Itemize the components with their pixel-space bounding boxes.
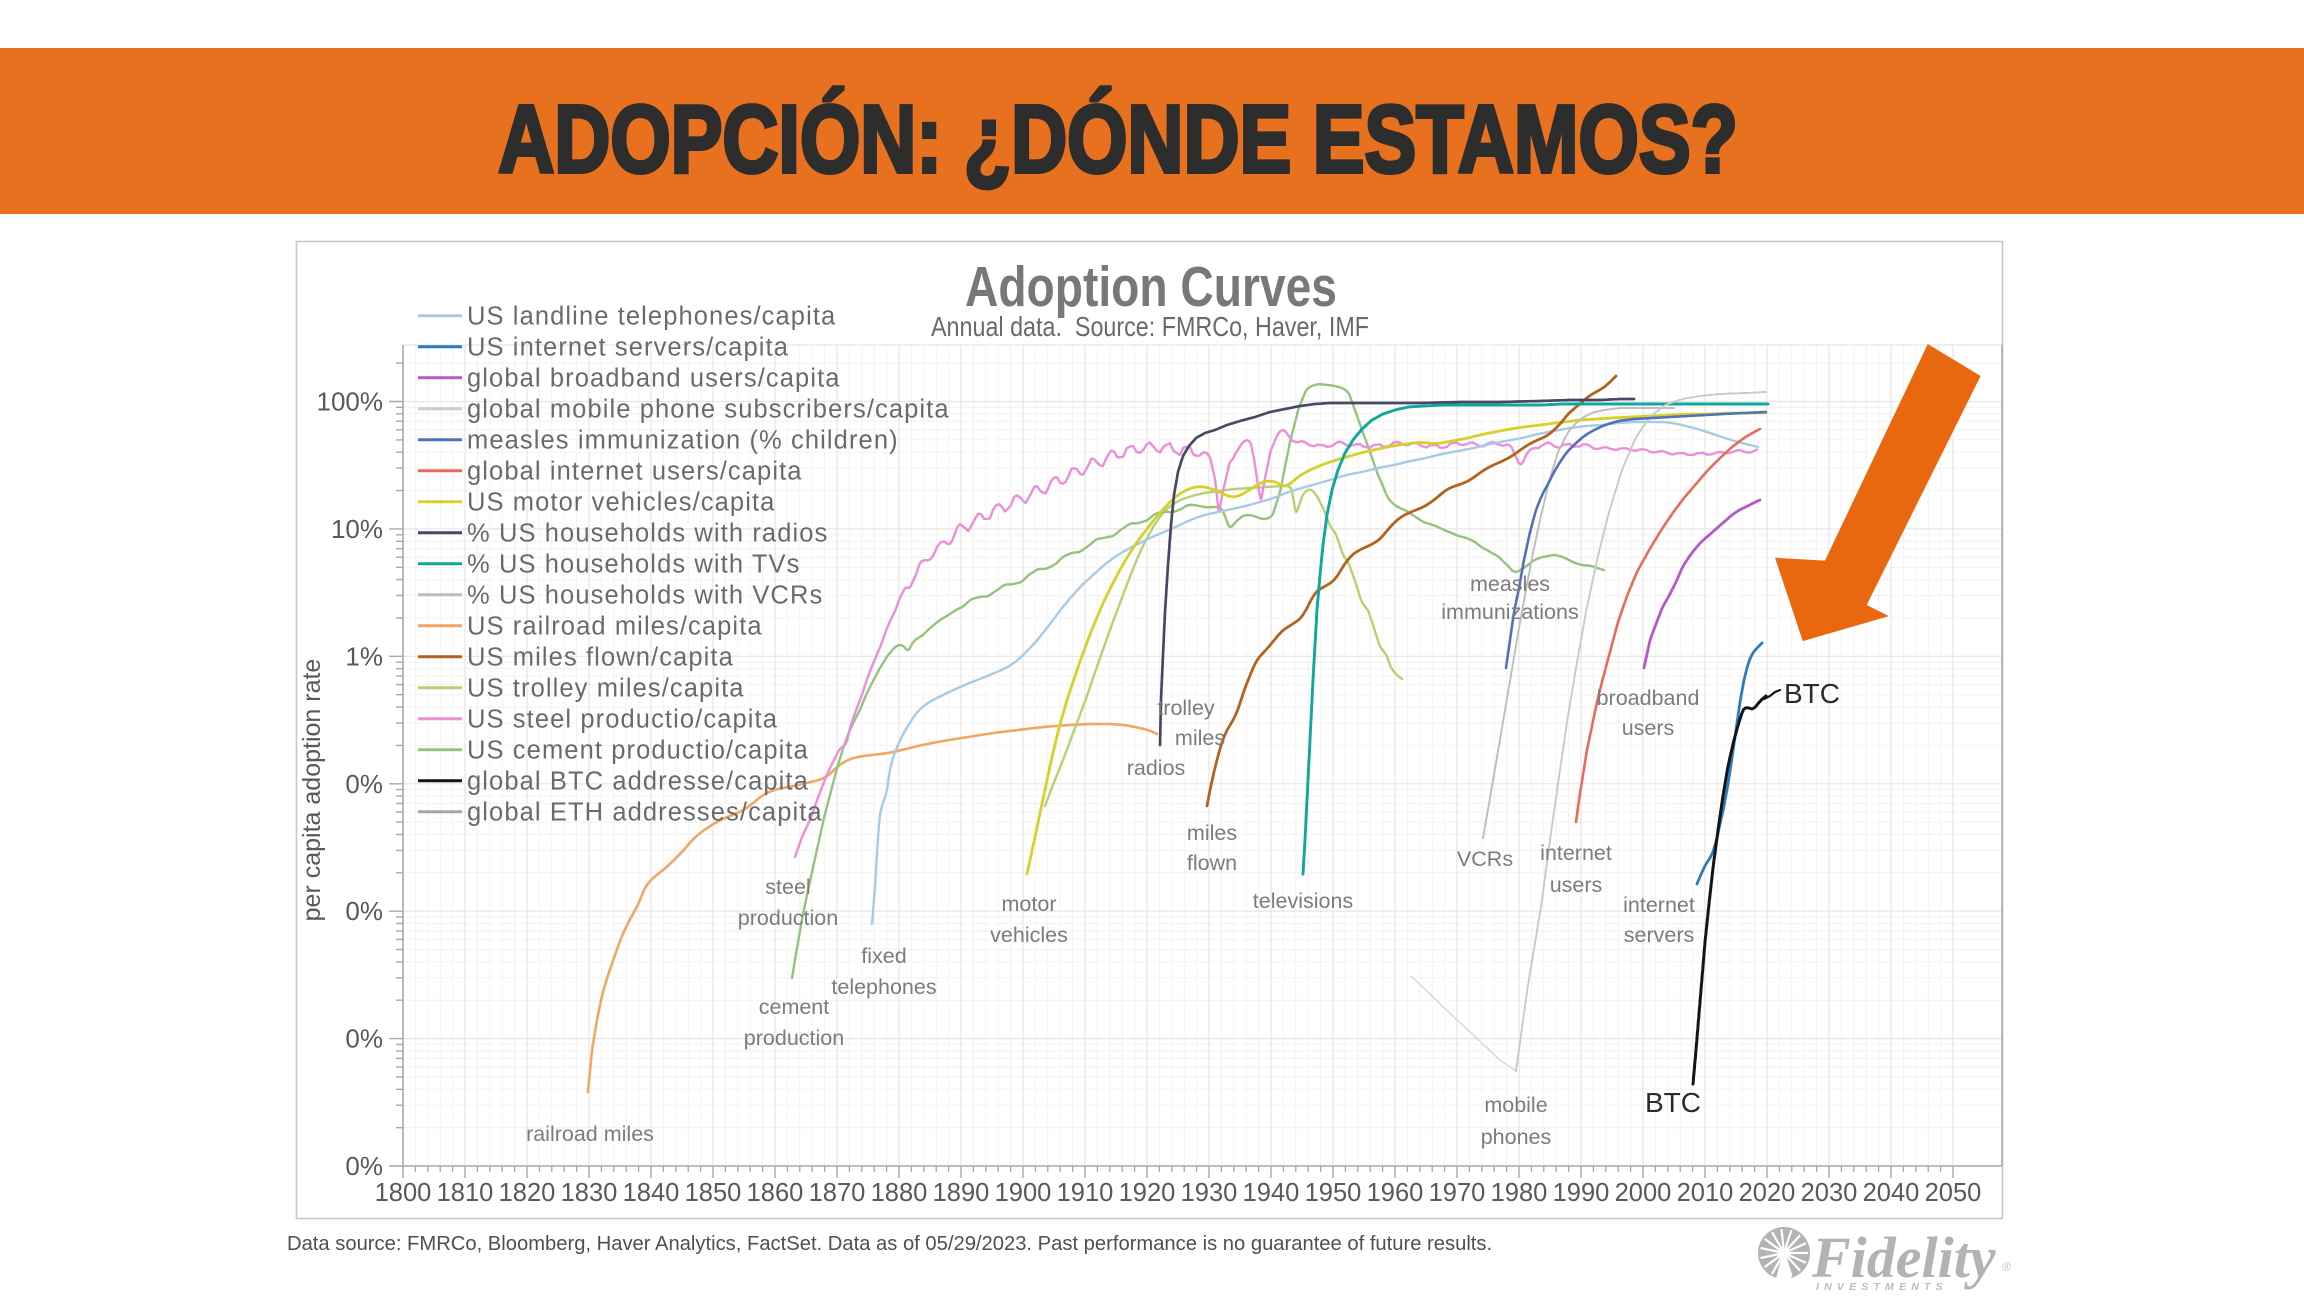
svg-text:% US households with radios: % US households with radios [467,520,828,548]
svg-text:US steel productio/capita: US steel productio/capita [467,706,778,734]
svg-text:US miles flown/capita: US miles flown/capita [467,644,734,672]
svg-text:2050: 2050 [1925,1179,1982,1207]
svg-text:internet: internet [1540,841,1612,865]
svg-text:production: production [744,1026,844,1050]
svg-text:®: ® [2002,1260,2011,1274]
svg-text:1860: 1860 [747,1179,804,1207]
svg-text:0%: 0% [345,1151,383,1181]
svg-text:cement: cement [759,995,830,1019]
svg-text:mobile: mobile [1484,1093,1547,1117]
svg-text:telephones: telephones [831,975,936,999]
svg-text:1840: 1840 [623,1179,680,1207]
svg-text:2000: 2000 [1615,1179,1672,1207]
svg-text:INVESTMENTS: INVESTMENTS [1816,1281,1948,1293]
svg-text:1960: 1960 [1367,1179,1424,1207]
svg-text:radios: radios [1127,756,1186,780]
svg-text:1820: 1820 [499,1179,556,1207]
svg-text:flown: flown [1187,851,1237,875]
svg-text:1890: 1890 [933,1179,990,1207]
svg-text:BTC: BTC [1645,1087,1701,1118]
svg-text:immunizations: immunizations [1441,600,1578,624]
svg-text:1%: 1% [345,641,383,671]
svg-text:televisions: televisions [1253,889,1353,913]
svg-text:phones: phones [1481,1125,1552,1149]
svg-text:users: users [1550,873,1603,897]
svg-text:2010: 2010 [1677,1179,1734,1207]
svg-text:broadband: broadband [1597,686,1700,710]
svg-text:production: production [738,906,838,930]
svg-text:0%: 0% [345,1024,383,1054]
svg-text:1970: 1970 [1429,1179,1486,1207]
svg-text:2040: 2040 [1863,1179,1920,1207]
svg-text:US cement productio/capita: US cement productio/capita [467,737,809,765]
svg-text:Annual data. Source: FMRCo, H: Annual data. Source: FMRCo, Haver, IMF [931,311,1369,342]
svg-text:US motor vehicles/capita: US motor vehicles/capita [467,489,775,517]
svg-text:miles: miles [1187,821,1237,845]
svg-text:railroad miles: railroad miles [526,1122,654,1146]
svg-text:global BTC addresse/capita: global BTC addresse/capita [467,768,809,796]
svg-text:US internet servers/capita: US internet servers/capita [467,334,789,362]
svg-text:global ETH addresses/capita: global ETH addresses/capita [467,799,823,827]
svg-text:1990: 1990 [1553,1179,1610,1207]
svg-text:1940: 1940 [1243,1179,1300,1207]
svg-text:per capita adoption rate: per capita adoption rate [298,659,326,922]
svg-text:steel: steel [765,875,810,899]
svg-text:trolley: trolley [1157,696,1215,720]
svg-text:1800: 1800 [375,1179,432,1207]
svg-text:1920: 1920 [1119,1179,1176,1207]
svg-text:1930: 1930 [1181,1179,1238,1207]
svg-text:US railroad miles/capita: US railroad miles/capita [467,613,763,641]
svg-text:1950: 1950 [1305,1179,1362,1207]
svg-text:1980: 1980 [1491,1179,1548,1207]
svg-text:Data source: FMRCo, Bloomberg,: Data source: FMRCo, Bloomberg, Haver Ana… [287,1233,1492,1255]
svg-text:fixed: fixed [861,944,906,968]
svg-text:measles immunization (% childr: measles immunization (% children) [467,427,899,455]
svg-text:1850: 1850 [685,1179,742,1207]
svg-text:Fidelity: Fidelity [1811,1225,1996,1290]
svg-text:motor: motor [1002,892,1057,916]
svg-text:internet: internet [1623,893,1695,917]
svg-text:vehicles: vehicles [990,923,1068,947]
svg-text:servers: servers [1624,923,1694,947]
svg-text:1900: 1900 [995,1179,1052,1207]
svg-text:miles: miles [1175,726,1225,750]
svg-text:BTC: BTC [1784,678,1840,709]
svg-text:% US households with VCRs: % US households with VCRs [467,582,823,610]
svg-text:users: users [1622,716,1675,740]
svg-text:1910: 1910 [1057,1179,1114,1207]
svg-text:global mobile phone subscriber: global mobile phone subscribers/capita [467,396,950,424]
svg-text:US trolley miles/capita: US trolley miles/capita [467,675,745,703]
svg-text:Adoption Curves: Adoption Curves [965,255,1337,319]
svg-text:2030: 2030 [1801,1179,1858,1207]
svg-text:global internet users/capita: global internet users/capita [467,458,803,486]
svg-text:global broadband users/capita: global broadband users/capita [467,365,841,393]
svg-text:10%: 10% [331,514,383,544]
svg-text:1830: 1830 [561,1179,618,1207]
svg-text:100%: 100% [317,387,384,417]
svg-text:0%: 0% [345,896,383,926]
svg-text:1810: 1810 [437,1179,494,1207]
svg-text:1870: 1870 [809,1179,866,1207]
svg-text:measles: measles [1470,572,1550,596]
svg-text:2020: 2020 [1739,1179,1796,1207]
svg-text:0%: 0% [345,769,383,799]
svg-text:VCRs: VCRs [1457,847,1513,871]
svg-text:1880: 1880 [871,1179,928,1207]
svg-text:US landline telephones/capita: US landline telephones/capita [467,303,836,331]
svg-text:% US households with TVs: % US households with TVs [467,551,801,579]
